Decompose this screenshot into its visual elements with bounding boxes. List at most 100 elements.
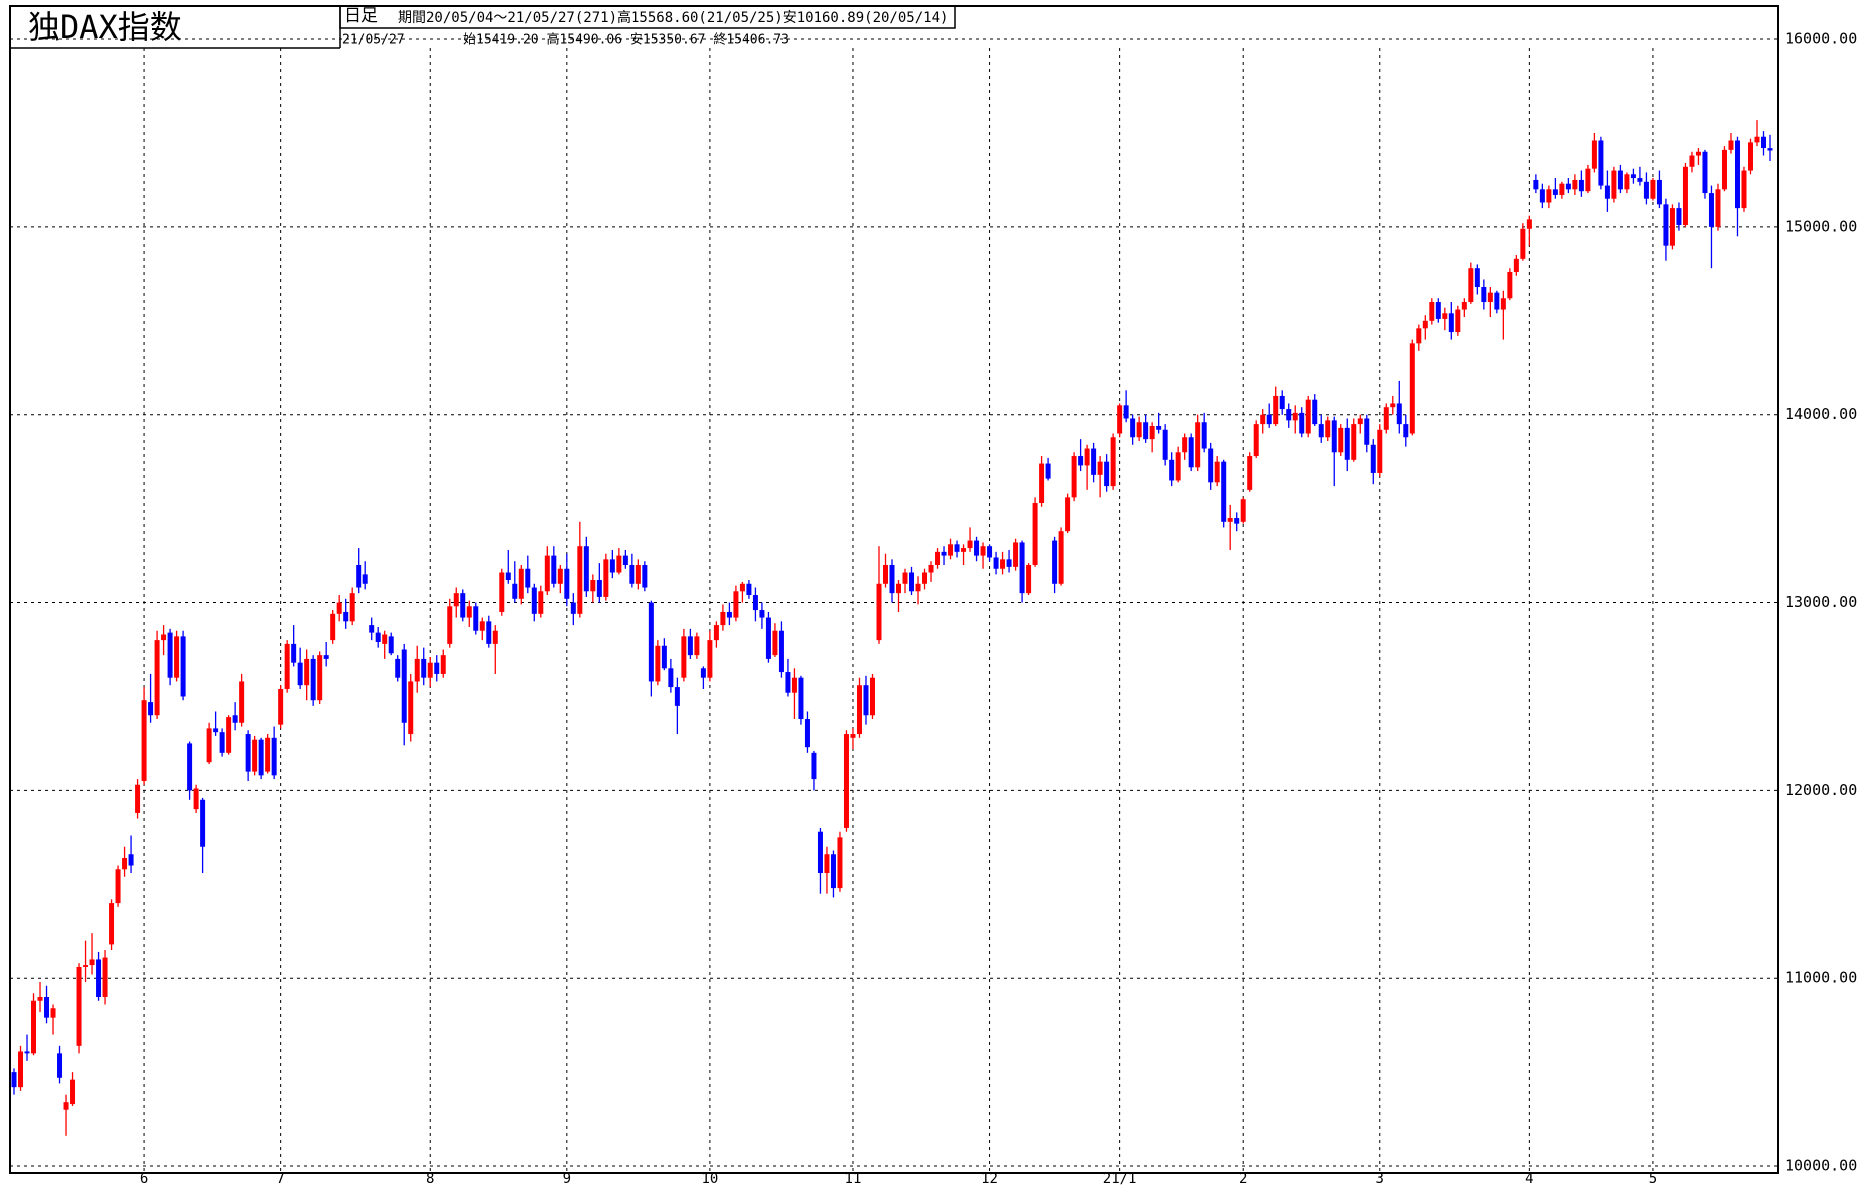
candle-body bbox=[1481, 286, 1487, 303]
candle-body bbox=[889, 564, 895, 594]
candle-body bbox=[837, 837, 843, 889]
candle-body bbox=[1637, 178, 1643, 182]
candle-body bbox=[486, 621, 492, 644]
candle-body bbox=[122, 858, 128, 870]
candle-body bbox=[1559, 183, 1565, 195]
candle-body bbox=[1708, 193, 1714, 227]
candle-body bbox=[167, 632, 173, 678]
candle-body bbox=[642, 564, 648, 588]
candle-body bbox=[1390, 403, 1396, 408]
candle-body bbox=[765, 617, 771, 659]
candle-body bbox=[18, 1051, 24, 1088]
candle-body bbox=[310, 658, 316, 701]
candle-body bbox=[1533, 179, 1539, 190]
last-date: 21/05/27 bbox=[342, 33, 405, 48]
candle-body bbox=[1357, 418, 1363, 425]
candle-body bbox=[1507, 271, 1513, 299]
candle-body bbox=[24, 1051, 30, 1054]
candle-body bbox=[1117, 405, 1123, 434]
candle-body bbox=[1045, 463, 1051, 479]
candle-body bbox=[1071, 456, 1077, 498]
candle-body bbox=[590, 580, 596, 592]
candle-body bbox=[694, 636, 700, 656]
chart-title: 独DAX指数 bbox=[28, 8, 182, 46]
candle-body bbox=[1474, 268, 1480, 287]
candle-body bbox=[1435, 302, 1441, 319]
candle-body bbox=[1214, 461, 1220, 483]
x-tick-label: 12 bbox=[981, 1171, 998, 1186]
candle-body bbox=[616, 555, 622, 573]
x-tick-label: 8 bbox=[426, 1171, 434, 1186]
candle-body bbox=[772, 630, 778, 656]
candle-body bbox=[1767, 148, 1773, 151]
candle-body bbox=[1039, 463, 1045, 504]
candle-body bbox=[1195, 422, 1201, 468]
candle-body bbox=[252, 739, 258, 772]
candle-body bbox=[109, 903, 115, 945]
candle-body bbox=[538, 591, 544, 614]
candle-body bbox=[1364, 418, 1370, 445]
candle-body bbox=[856, 685, 862, 735]
x-tick-label: 11 bbox=[845, 1171, 862, 1186]
candle-body bbox=[1617, 170, 1623, 190]
candle-body bbox=[1097, 461, 1103, 475]
candle-body bbox=[980, 546, 986, 556]
candle-body bbox=[1760, 136, 1766, 149]
candle-body bbox=[83, 965, 89, 967]
candle-body bbox=[570, 602, 576, 614]
candle-body bbox=[635, 564, 641, 584]
candle-body bbox=[258, 739, 264, 776]
candle-body bbox=[1247, 456, 1253, 490]
candle-body bbox=[1539, 189, 1545, 203]
candle-body bbox=[440, 655, 446, 674]
candle-body bbox=[1026, 564, 1032, 594]
candle-body bbox=[687, 636, 693, 656]
candle-body bbox=[941, 551, 947, 556]
candle-body bbox=[356, 564, 362, 588]
candle-body bbox=[304, 658, 310, 686]
candle-body bbox=[1292, 412, 1298, 421]
candle-body bbox=[830, 854, 836, 889]
candle-body bbox=[811, 752, 817, 780]
candle-body bbox=[505, 572, 511, 581]
candle-body bbox=[115, 869, 121, 904]
candle-body bbox=[1487, 292, 1493, 303]
candle-body bbox=[759, 610, 765, 618]
candle-body bbox=[1448, 313, 1454, 333]
y-tick-label: 15000.00 bbox=[1785, 217, 1857, 235]
candle-body bbox=[707, 640, 713, 678]
candle-body bbox=[739, 583, 745, 592]
candle-body bbox=[583, 546, 589, 592]
period-type: 日足 bbox=[344, 6, 378, 26]
candle-body bbox=[1182, 437, 1188, 453]
candle-body bbox=[1695, 151, 1701, 156]
candle-body bbox=[1513, 258, 1519, 272]
candle-body bbox=[661, 645, 667, 669]
candle-body bbox=[427, 662, 433, 678]
candle-body bbox=[1663, 204, 1669, 246]
candle-body bbox=[1253, 424, 1259, 457]
x-tick-label: 4 bbox=[1525, 1171, 1533, 1186]
candle-body bbox=[421, 658, 427, 678]
candle-body bbox=[791, 677, 797, 693]
candle-body bbox=[1383, 407, 1389, 430]
y-tick-label: 14000.00 bbox=[1785, 405, 1857, 423]
x-tick-label: 3 bbox=[1376, 1171, 1384, 1186]
candle-body bbox=[369, 625, 375, 633]
candle-body bbox=[388, 636, 394, 654]
x-tick-label: 7 bbox=[276, 1171, 284, 1186]
candle-body bbox=[1624, 174, 1630, 190]
candle-body bbox=[1715, 189, 1721, 227]
candle-body bbox=[785, 672, 791, 693]
y-tick-label: 16000.00 bbox=[1785, 30, 1857, 48]
candle-body bbox=[564, 568, 570, 599]
candle-body bbox=[1656, 179, 1662, 205]
candle-body bbox=[89, 959, 95, 966]
candle-body bbox=[297, 662, 303, 686]
candle-body bbox=[1598, 140, 1604, 186]
candle-body bbox=[1305, 399, 1311, 434]
candle-body bbox=[1702, 151, 1708, 194]
candle-body bbox=[395, 658, 401, 678]
candle-body bbox=[648, 602, 654, 682]
